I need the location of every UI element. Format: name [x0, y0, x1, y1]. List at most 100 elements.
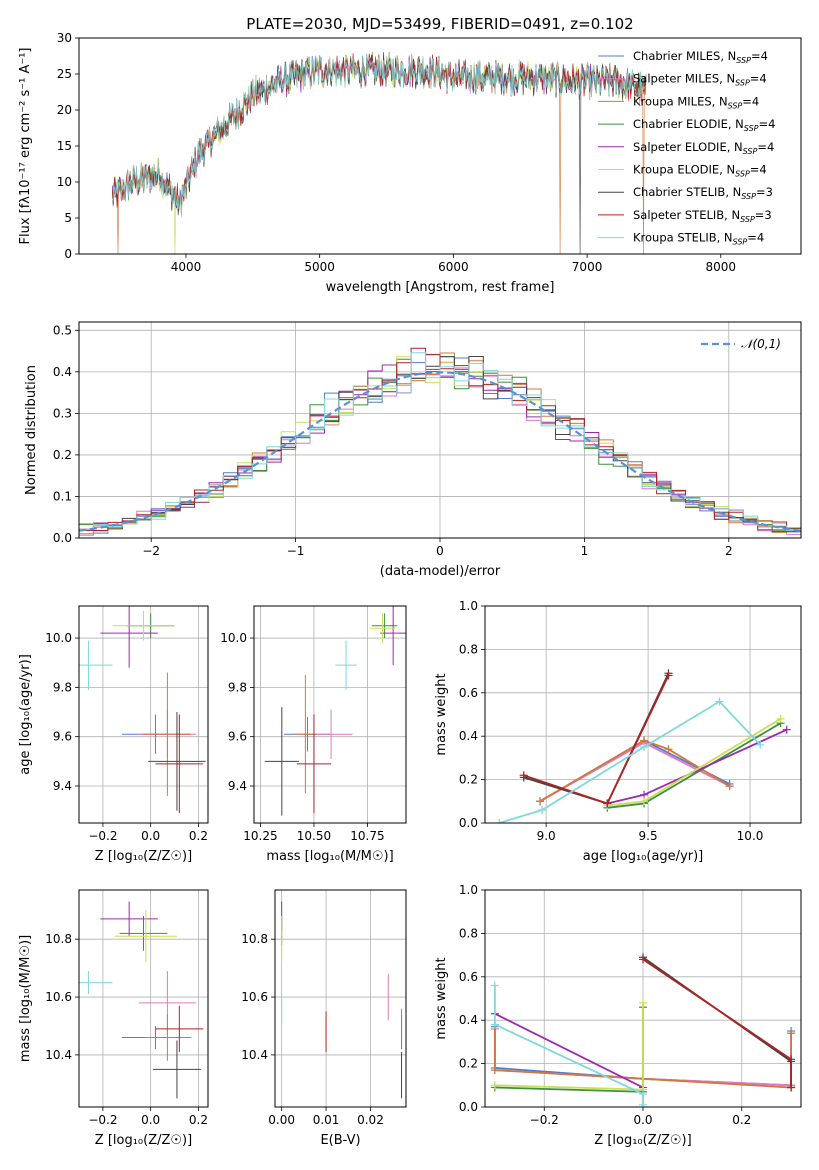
plot-area — [264, 606, 406, 816]
weight-marker — [495, 819, 504, 823]
weight-marker — [715, 697, 724, 706]
errorbar-point — [79, 640, 113, 690]
weight-marker — [756, 740, 765, 749]
y-tick-label: 0.1 — [53, 489, 72, 503]
x-tick-label: 4000 — [171, 260, 202, 274]
x-tick-label: 2 — [725, 544, 733, 558]
y-tick-label: 10.8 — [45, 932, 72, 946]
plot-area — [79, 606, 206, 814]
legend-entry: Chabrier STELIB, NSSP=3 — [633, 185, 773, 201]
weight-marker — [639, 1100, 647, 1107]
x-tick-label: 10.0 — [737, 829, 764, 843]
x-axis-label: Z [log₁₀(Z/Z☉)] — [594, 1133, 691, 1148]
plot-area — [490, 953, 796, 1107]
y-tick-label: 0.0 — [459, 1100, 478, 1114]
errorbar-point — [264, 707, 299, 816]
y-tick-label: 30 — [57, 31, 72, 45]
errorbar-point — [380, 606, 406, 666]
errorbar-point — [79, 971, 113, 995]
weight-line-salpeter-miles — [539, 741, 731, 803]
x-tick-label: 0.00 — [268, 1113, 295, 1127]
legend-entry: Salpeter MILES, NSSP=4 — [633, 72, 767, 88]
errorbar-point — [309, 709, 353, 759]
weight-line-salpeter-stelib — [642, 958, 792, 1088]
x-tick-label: 0.2 — [189, 1113, 208, 1127]
errorbar-point — [100, 606, 158, 668]
y-axis-label: age [log₁₀(age/yr)] — [18, 654, 33, 775]
weight-marker — [639, 998, 647, 1007]
x-tick-label: 0.2 — [732, 1113, 751, 1127]
y-tick-label: 9.8 — [53, 680, 72, 694]
y-tick-label: 0.2 — [459, 773, 478, 787]
normal-curve — [79, 371, 801, 532]
x-tick-label: 0 — [436, 544, 444, 558]
weight-marker — [776, 714, 785, 723]
axes-frame — [274, 889, 407, 1108]
errorbar-point — [296, 714, 332, 814]
x-tick-label: 0.0 — [141, 829, 160, 843]
x-tick-label: −2 — [142, 544, 160, 558]
chart-mass_vs_Z: −0.2 0.0 0.2 10.4 10.6 10.8 Z [log₁₀(Z/Z☉)] mas… — [18, 889, 209, 1148]
y-tick-label: 0.4 — [53, 365, 72, 379]
y-axis-label: mass [log₁₀(M/M☉)] — [18, 935, 33, 1062]
weight-marker — [787, 1083, 796, 1092]
y-tick-label: 0.3 — [53, 406, 72, 420]
errorbar-point — [153, 1040, 201, 1099]
weight-line-salpeter-elodie — [494, 1012, 644, 1089]
chart-weight_vs_age: 9.0 9.5 10.0 0.0 0.2 0.4 0.6 0.8 1.0 age [log₁₀(a… — [434, 599, 802, 864]
x-axis-label: Z [log₁₀(Z/Z☉)] — [95, 849, 192, 864]
hist-kroupa-stelib — [79, 352, 801, 531]
y-tick-label: 0.0 — [53, 531, 72, 545]
x-tick-label: 9.5 — [639, 829, 658, 843]
weight-marker — [538, 805, 547, 814]
errorbar-point — [112, 610, 175, 641]
plot-area — [79, 901, 204, 1099]
weight-marker — [787, 1055, 796, 1064]
x-tick-label: 0.2 — [189, 829, 208, 843]
x-tick-label: 10.25 — [243, 829, 277, 843]
y-tick-label: 10.4 — [241, 1048, 268, 1062]
x-tick-label: 5000 — [304, 260, 335, 274]
y-tick-label: 0.8 — [459, 926, 478, 940]
y-tick-label: 0.2 — [53, 448, 72, 462]
y-tick-label: 9.8 — [228, 680, 247, 694]
y-axis-label: mass weight — [434, 673, 449, 755]
legend-entry: Chabrier MILES, NSSP=4 — [633, 49, 768, 65]
errorbar-point — [100, 901, 158, 937]
legend-entry: Kroupa ELODIE, NSSP=4 — [633, 163, 767, 179]
axes-frame — [484, 889, 802, 1108]
legend: Chabrier MILES, NSSP=4 Salpeter MILES, NS… — [598, 49, 775, 247]
x-tick-label: 6000 — [438, 260, 469, 274]
axes-frame — [253, 605, 407, 824]
x-tick-label: 9.0 — [537, 829, 556, 843]
y-tick-label: 0.2 — [459, 1057, 478, 1071]
weight-marker — [640, 797, 649, 806]
errorbar-point — [294, 675, 317, 794]
y-axis-label: Normed distribution — [24, 365, 39, 495]
axes-frame — [78, 889, 209, 1108]
y-tick-label: 0.6 — [459, 686, 478, 700]
legend-entry: Salpeter STELIB, NSSP=3 — [633, 208, 772, 224]
x-axis-label: mass [log₁₀(M/M☉)] — [266, 849, 393, 864]
y-tick-label: 10.0 — [220, 631, 247, 645]
y-tick-label: 10 — [57, 175, 72, 189]
chart-weight_vs_Z: −0.2 0.0 0.2 0.0 0.2 0.4 0.6 0.8 1.0 Z [log₁₀(Z/Z… — [434, 883, 802, 1148]
y-tick-label: 9.4 — [228, 779, 247, 793]
chart-age_vs_mass: 10.25 10.50 10.75 9.4 9.6 9.8 10.0 mass [log₁₀(… — [220, 605, 407, 864]
weight-marker — [664, 745, 673, 754]
legend-entry: Chabrier ELODIE, NSSP=4 — [633, 117, 775, 133]
errorbar-point — [143, 1014, 192, 1061]
errorbar-point — [148, 712, 206, 811]
legend-entry: Kroupa MILES, NSSP=4 — [633, 94, 759, 110]
legend-entry: Kroupa STELIB, NSSP=4 — [633, 231, 764, 247]
axes-frame — [484, 605, 802, 824]
y-tick-label: 0.4 — [459, 729, 478, 743]
spectrum-line-kroupa-stelib — [112, 53, 647, 218]
y-tick-label: 10.4 — [45, 1048, 72, 1062]
x-tick-label: 1 — [581, 544, 589, 558]
x-axis-label: Z [log₁₀(Z/Z☉)] — [95, 1133, 192, 1148]
y-tick-label: 0.5 — [53, 323, 72, 337]
spectrum-line-chabrier-miles — [112, 53, 647, 215]
x-tick-label: −0.2 — [88, 829, 117, 843]
chart-mass_vs_ebv: 0.00 0.01 0.02 10.4 10.6 10.8 E(B-V) — [241, 889, 407, 1148]
